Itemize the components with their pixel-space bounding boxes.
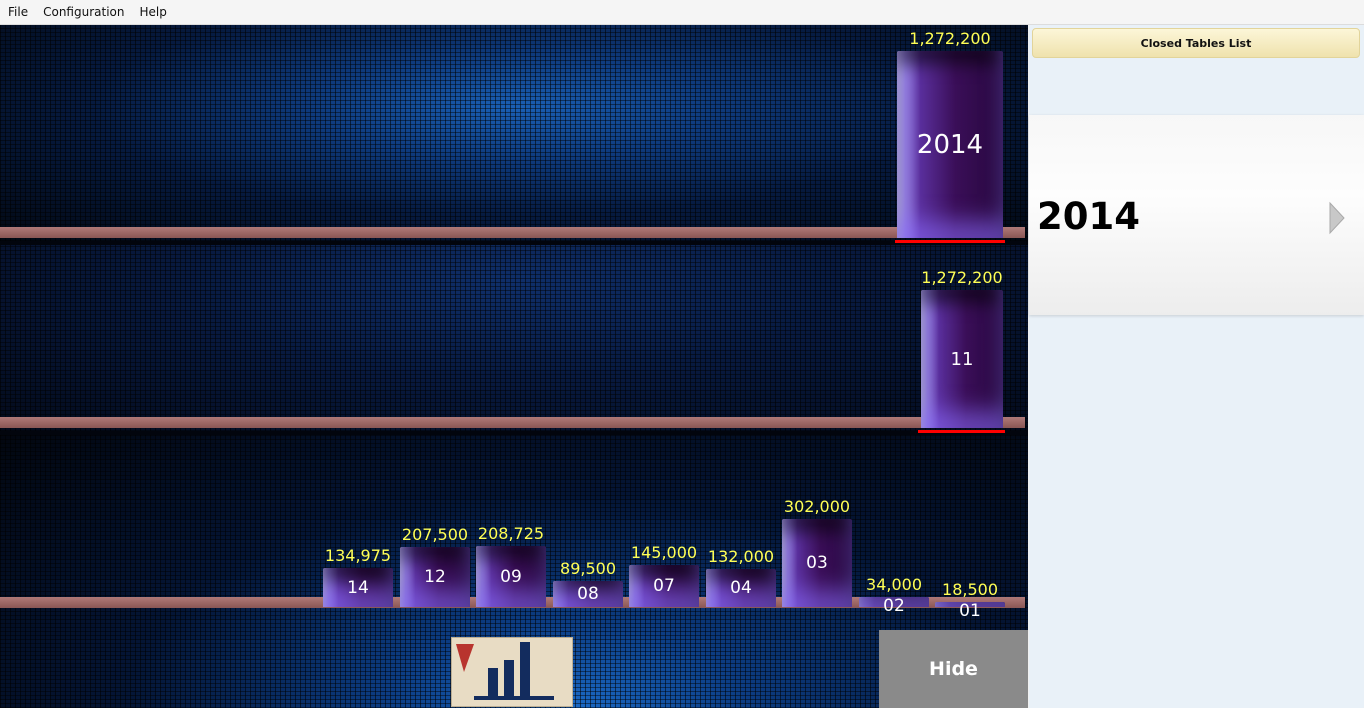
year-list-label: 2014 [1037, 195, 1140, 238]
year-bar-value: 1,272,200 [909, 29, 991, 48]
day-bar-value: 34,000 [866, 575, 922, 594]
menu-configuration[interactable]: Configuration [43, 5, 125, 19]
day-bar-value: 132,000 [707, 547, 775, 566]
menu-file[interactable]: File [8, 5, 29, 19]
day-bar-04[interactable]: 04 [706, 569, 776, 607]
day-bar-01[interactable]: 01 [935, 602, 1005, 620]
menu-help[interactable]: Help [139, 5, 167, 19]
day-bar-09[interactable]: 09 [476, 546, 546, 607]
day-bar-value: 208,725 [477, 524, 545, 543]
month-selected-underline [918, 430, 1005, 433]
day-bar-value: 18,500 [942, 580, 998, 599]
year-selected-underline [895, 240, 1005, 243]
year-panel [0, 25, 1028, 241]
day-bar-value: 145,000 [630, 543, 698, 562]
day-bar-08[interactable]: 08 [553, 581, 623, 607]
bar-chart-icon [456, 642, 554, 700]
day-bar-02[interactable]: 02 [859, 597, 929, 615]
day-bar-07[interactable]: 07 [629, 565, 699, 607]
chevron-right-icon [1329, 201, 1345, 235]
day-bar-value: 302,000 [783, 497, 851, 516]
chart-stage: 2014 1,272,200 11 1,272,200 Hide 14 134,9… [0, 25, 1028, 708]
day-bar-value: 207,500 [401, 525, 469, 544]
day-bar-value: 134,975 [324, 546, 392, 565]
day-bar-14[interactable]: 14 [323, 568, 393, 607]
month-bar-value: 1,272,200 [921, 268, 1003, 287]
month-bar-11[interactable]: 11 [921, 290, 1003, 428]
month-shelf [0, 417, 1025, 428]
day-bar-12[interactable]: 12 [400, 547, 470, 607]
menu-bar: File Configuration Help [0, 0, 1364, 25]
month-panel [0, 245, 1028, 431]
year-bar-2014[interactable]: 2014 [897, 51, 1003, 238]
hide-button[interactable]: Hide [879, 630, 1028, 708]
closed-tables-header: Closed Tables List [1032, 28, 1360, 58]
chart-toggle-button[interactable] [451, 637, 573, 707]
day-bar-value: 89,500 [560, 559, 616, 578]
year-list-item[interactable]: 2014 [1029, 115, 1364, 315]
year-shelf [0, 227, 1025, 238]
closed-tables-panel: Closed Tables List 2014 [1029, 25, 1364, 708]
day-bar-03[interactable]: 03 [782, 519, 852, 607]
